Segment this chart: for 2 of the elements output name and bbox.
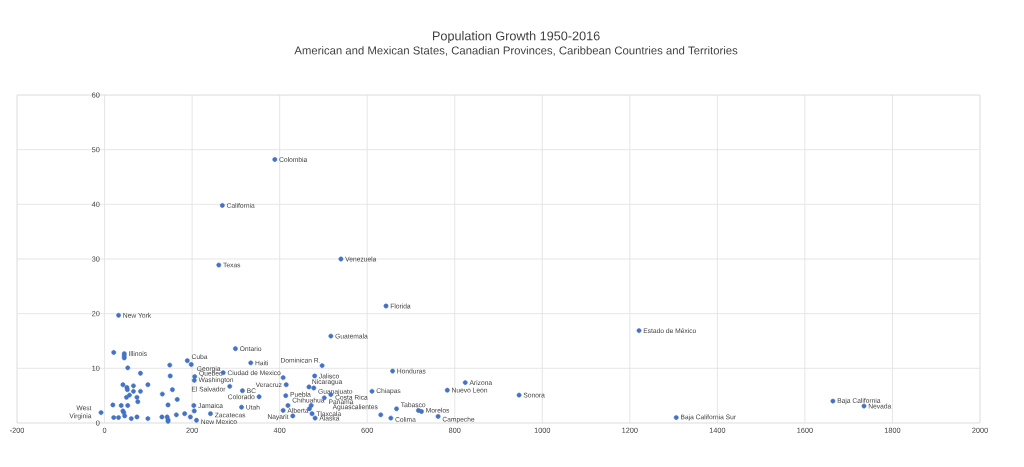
chart-title: Population Growth 1950-2016	[433, 31, 600, 43]
chart-subtitle: American and Mexican States, Canadian Provinces, Caribbean Countries and Territories	[294, 46, 738, 56]
